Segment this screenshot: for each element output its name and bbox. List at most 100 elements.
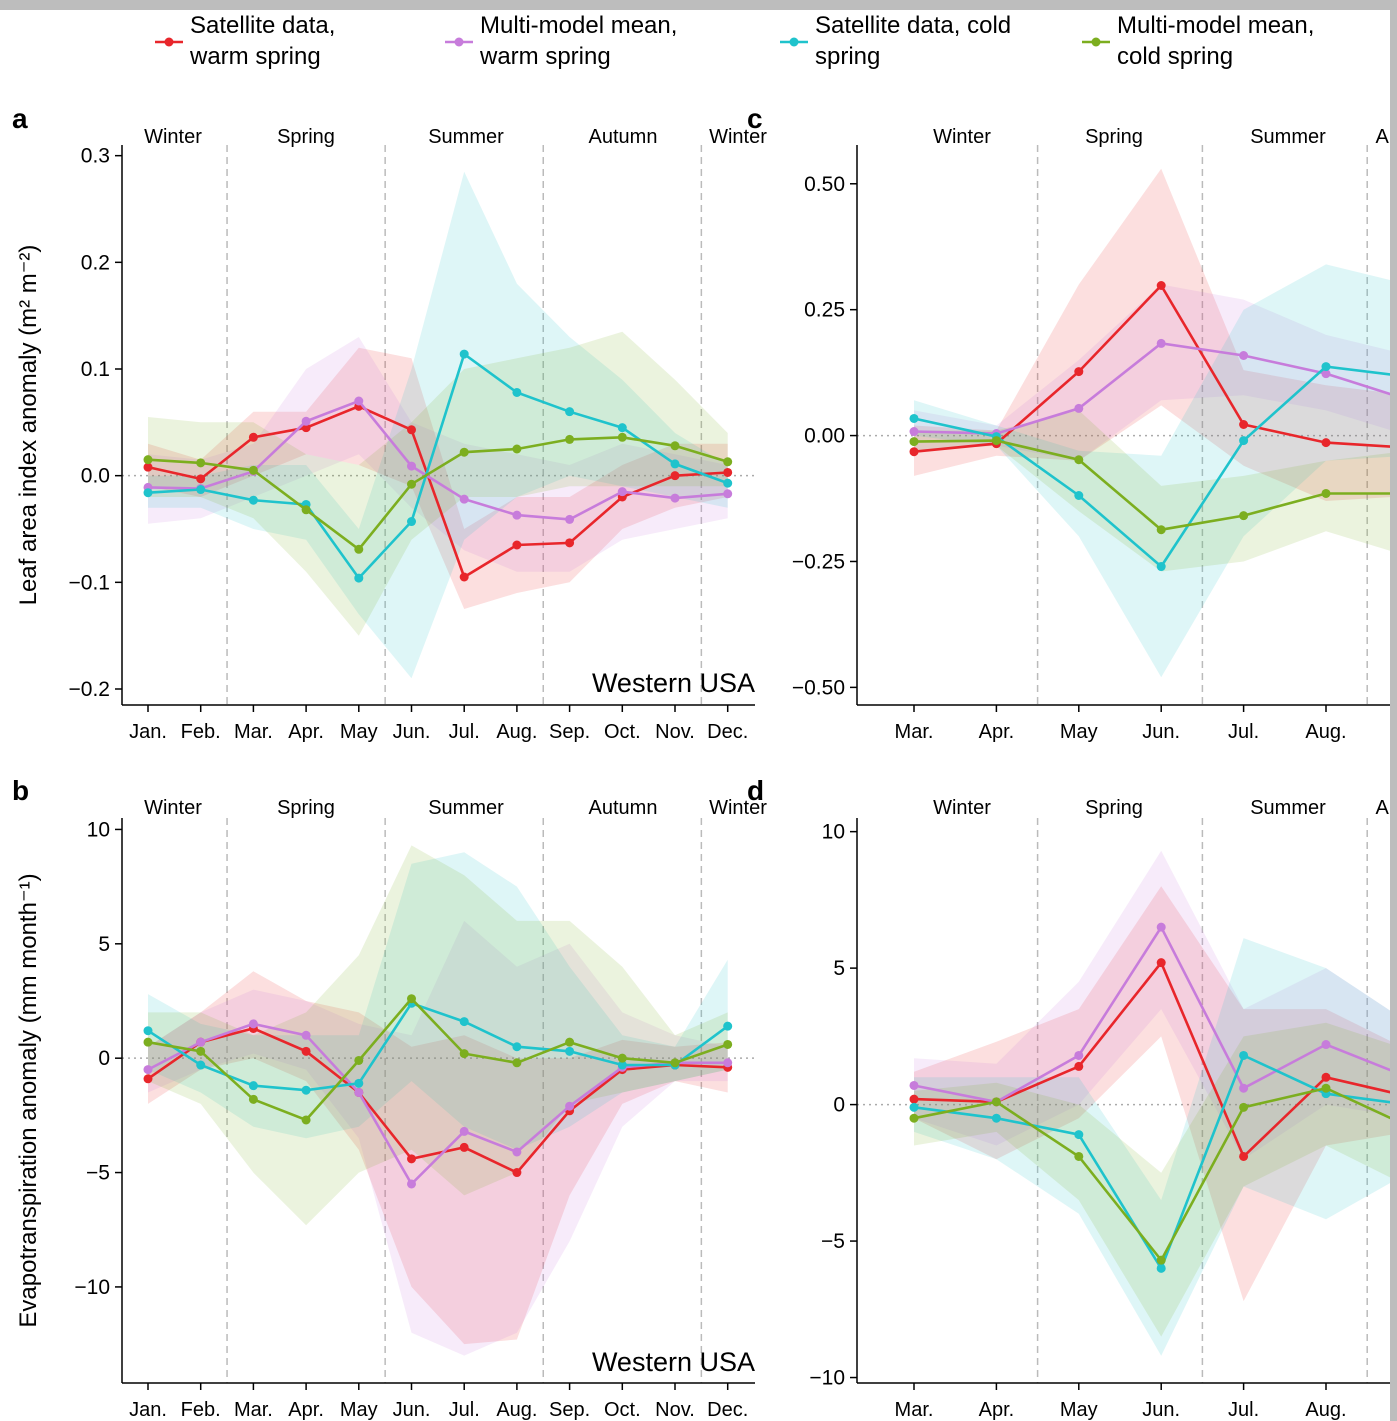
y-axis-label: Leaf area index anomaly (m² m⁻²): [15, 245, 42, 606]
x-tick-label: Aug.: [1305, 1399, 1346, 1421]
x-tick-label: Aug.: [1305, 721, 1346, 743]
season-label: Autumn: [589, 126, 658, 148]
data-point: [723, 1021, 733, 1031]
data-point: [670, 441, 680, 451]
y-tick-label: 0.50: [804, 173, 845, 196]
x-tick-label: Jun.: [1142, 1399, 1180, 1421]
uncertainty-band: [148, 852, 728, 1150]
data-point: [670, 1058, 680, 1068]
data-point: [143, 488, 153, 498]
region-annotation: Western USA: [592, 668, 755, 698]
data-point: [459, 447, 469, 457]
plot-area: Winter Spring Summer Autumn: [857, 797, 1397, 1383]
data-point: [301, 416, 311, 426]
y-axis-label: Evapotranspiration anomaly (mm month⁻¹): [15, 873, 42, 1327]
data-point: [909, 1080, 919, 1090]
x-tick-label: Jul.: [1228, 721, 1259, 743]
data-point: [512, 444, 522, 454]
data-point: [354, 396, 364, 406]
data-point: [565, 514, 575, 524]
data-point: [565, 1046, 575, 1056]
panel-letter: d: [747, 775, 764, 806]
data-point: [248, 495, 258, 505]
x-tick-label: May: [340, 1399, 378, 1421]
season-label: Summer: [428, 126, 504, 148]
plot-area: Winter Spring Summer Autumn Winter: [122, 797, 767, 1383]
uncertainty-band: [148, 347, 728, 609]
uncertainty-band: [148, 845, 728, 1226]
panel-letter: c: [747, 103, 763, 134]
legend-point: [454, 37, 464, 47]
season-label: Spring: [277, 126, 335, 148]
x-tick-label: Jun.: [393, 1399, 431, 1421]
data-point: [512, 387, 522, 397]
data-point: [1074, 367, 1084, 377]
data-point: [909, 427, 919, 437]
data-point: [407, 479, 416, 489]
x-tick-label: May: [340, 721, 378, 743]
plot-area: Winter Spring Summer Autumn Winter: [122, 126, 767, 705]
data-point: [248, 432, 258, 442]
data-point: [723, 467, 733, 477]
x-tick-label: Apr.: [288, 1399, 324, 1421]
x-tick-label: Feb.: [181, 1399, 221, 1421]
y-tick-label: 0.25: [804, 299, 845, 322]
data-point: [143, 462, 153, 472]
data-point: [909, 1094, 919, 1104]
y-tick-label: −5: [86, 1162, 110, 1185]
y-tick-label: −10: [74, 1276, 110, 1299]
uncertainty-band: [148, 920, 728, 1356]
legend-point: [789, 37, 799, 47]
x-tick-label: Dec.: [707, 721, 748, 743]
data-point: [1074, 1050, 1084, 1060]
legend-entry: Multi-model mean, cold spring: [1117, 12, 1315, 70]
data-point: [909, 413, 919, 423]
data-point: [1074, 1151, 1084, 1161]
plot-area: Winter Spring Summer Autumn: [857, 126, 1390, 705]
data-point: [512, 510, 522, 520]
data-point: [459, 1049, 469, 1059]
x-tick-label: Nov.: [655, 1399, 695, 1421]
y-tick-label: 0.00: [804, 425, 845, 448]
data-point: [196, 474, 206, 484]
uncertainty-band: [914, 938, 1390, 1356]
data-point: [1239, 436, 1249, 446]
data-point: [407, 994, 416, 1004]
data-point: [143, 1074, 153, 1084]
data-point: [1156, 281, 1166, 291]
data-point: [565, 434, 575, 444]
x-tick-label: Jun.: [393, 721, 431, 743]
data-point: [512, 1168, 522, 1178]
data-point: [459, 1126, 469, 1136]
x-tick-label: Mar.: [234, 721, 273, 743]
y-tick-label: 0: [833, 1094, 845, 1117]
data-point: [301, 505, 311, 515]
data-point: [248, 465, 258, 475]
season-label: Autumn: [1376, 797, 1397, 819]
data-point: [354, 1087, 364, 1097]
data-point: [1321, 1083, 1331, 1093]
series-line: [147, 1022, 728, 1187]
x-tick-label: Nov.: [655, 721, 695, 743]
data-point: [670, 459, 680, 469]
data-point: [991, 1113, 1001, 1123]
x-tick-label: Oct.: [604, 721, 641, 743]
data-point: [354, 1055, 364, 1065]
data-point: [196, 1037, 206, 1047]
data-point: [670, 471, 680, 481]
data-point: [1321, 362, 1331, 372]
data-point: [354, 573, 364, 583]
x-tick-label: Jul.: [449, 721, 480, 743]
x-tick-label: Sep.: [549, 721, 590, 743]
series-line: [147, 351, 729, 581]
legend-point: [1091, 37, 1101, 47]
data-point: [909, 447, 919, 457]
season-label: Winter: [709, 126, 767, 148]
data-point: [1074, 1130, 1084, 1140]
series-line: [147, 399, 728, 521]
data-point: [1074, 403, 1084, 413]
x-tick-label: Jan.: [129, 721, 167, 743]
uncertainty-band: [148, 171, 728, 679]
season-label: Winter: [933, 126, 991, 148]
uncertainty-band: [914, 284, 1390, 461]
